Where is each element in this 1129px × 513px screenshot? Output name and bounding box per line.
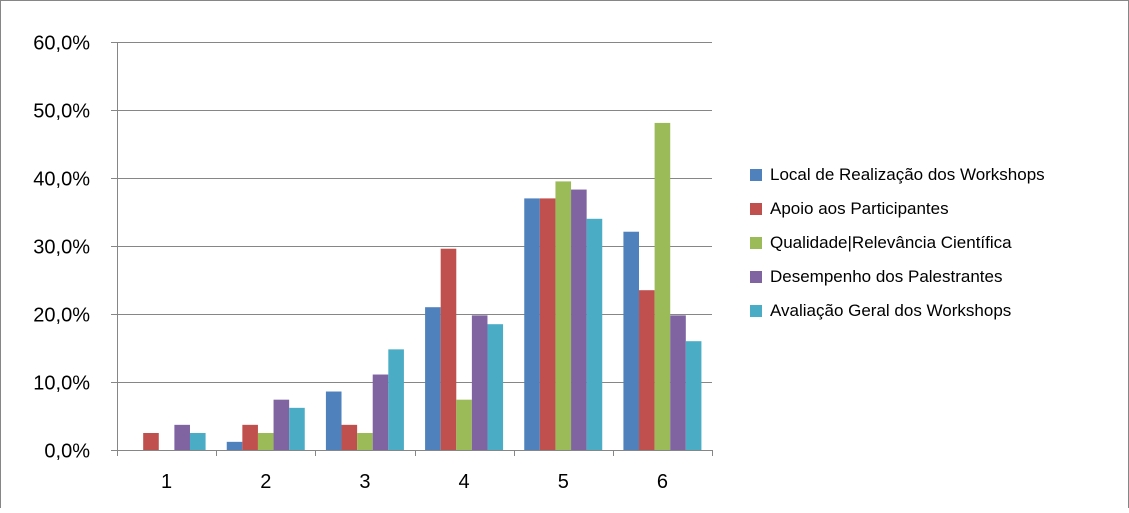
bar [685,341,702,450]
legend-item: Qualidade|Relevância Científica [750,226,1125,260]
bar [471,315,488,450]
legend-item: Avaliação Geral dos Workshops [750,294,1125,328]
y-tick-label: 10,0% [33,373,90,395]
x-tick-label: 4 [459,471,470,493]
legend-label: Qualidade|Relevância Científica [770,233,1012,252]
y-tick-label: 0,0% [44,441,90,463]
legend-swatch [750,237,762,249]
bar [487,324,504,450]
chart-legend: Local de Realização dos Workshops Apoio a… [750,158,1125,328]
legend-swatch [750,203,762,215]
bar [341,424,358,450]
bar [289,407,305,450]
bar [571,189,587,450]
bar [273,399,290,450]
bar [372,374,389,450]
legend-item: Apoio aos Participantes [750,192,1125,226]
bar [357,433,373,450]
bar [639,290,655,450]
bar [226,441,243,450]
x-tick-label: 6 [657,471,668,493]
bar [242,424,258,450]
bar [425,307,441,450]
bar [143,433,159,450]
legend-label: Avaliação Geral dos Workshops [770,301,1012,320]
x-tick-label: 3 [359,471,370,493]
bar [555,181,572,450]
x-tick-label: 2 [260,471,271,493]
bar [670,315,686,450]
bar [539,198,556,450]
bar [174,424,190,450]
bar [654,122,671,451]
bar [388,349,404,450]
legend-label: Desempenho dos Palestrantes [770,267,1003,286]
bar [524,198,540,450]
bar [586,218,603,450]
x-tick-label: 1 [161,471,172,493]
bar [257,433,274,450]
y-tick-label: 60,0% [33,33,90,55]
legend-label: Local de Realização dos Workshops [770,165,1045,184]
bar [440,248,457,450]
legend-label: Apoio aos Participantes [770,199,949,218]
legend-swatch [750,305,762,317]
x-tick-label: 5 [558,471,569,493]
legend-swatch [750,169,762,181]
legend-item: Local de Realização dos Workshops [750,158,1125,192]
y-tick-label: 40,0% [33,169,90,191]
bar [325,391,342,450]
bar [623,231,640,450]
y-tick-label: 50,0% [33,101,90,123]
bar [456,399,472,450]
legend-item: Desempenho dos Palestrantes [750,260,1125,294]
y-tick-label: 20,0% [33,305,90,327]
y-tick-label: 30,0% [33,237,90,259]
legend-swatch [750,271,762,283]
bar [189,433,206,450]
